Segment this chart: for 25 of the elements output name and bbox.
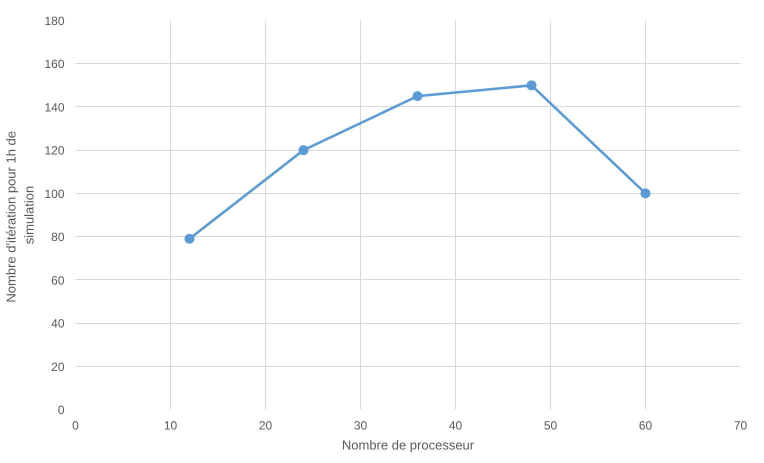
- y-tick-label: 0: [58, 403, 65, 417]
- y-axis-title: Nombre d'itération pour 1h de simulation: [3, 131, 36, 303]
- point: [184, 234, 194, 244]
- y-tick-label: 120: [44, 144, 65, 158]
- y-tick-label: 80: [51, 230, 65, 244]
- x-axis-title: Nombre de processeur: [342, 438, 475, 452]
- point: [640, 188, 650, 198]
- x-tick-label: 10: [164, 418, 178, 432]
- y-tick-label: 100: [44, 186, 65, 201]
- point: [526, 80, 536, 90]
- y-tick-label: 60: [51, 273, 65, 288]
- y-tick-label: 160: [44, 57, 65, 72]
- point: [412, 91, 422, 102]
- x-tick-label: 70: [734, 418, 748, 432]
- y-tick-label: 40: [51, 316, 65, 331]
- point: [298, 145, 308, 156]
- x-tick-label: 20: [258, 418, 272, 432]
- x-tick-label: 50: [544, 418, 558, 432]
- x-tick-label: 40: [448, 418, 462, 432]
- y-tick-label: 140: [44, 100, 65, 114]
- y-tick-label: 180: [44, 14, 65, 28]
- x-tick-label: 0: [72, 418, 80, 432]
- x-tick-label: 60: [638, 418, 652, 432]
- x-tick-label: 30: [354, 418, 368, 432]
- y-tick-label: 20: [51, 360, 65, 374]
